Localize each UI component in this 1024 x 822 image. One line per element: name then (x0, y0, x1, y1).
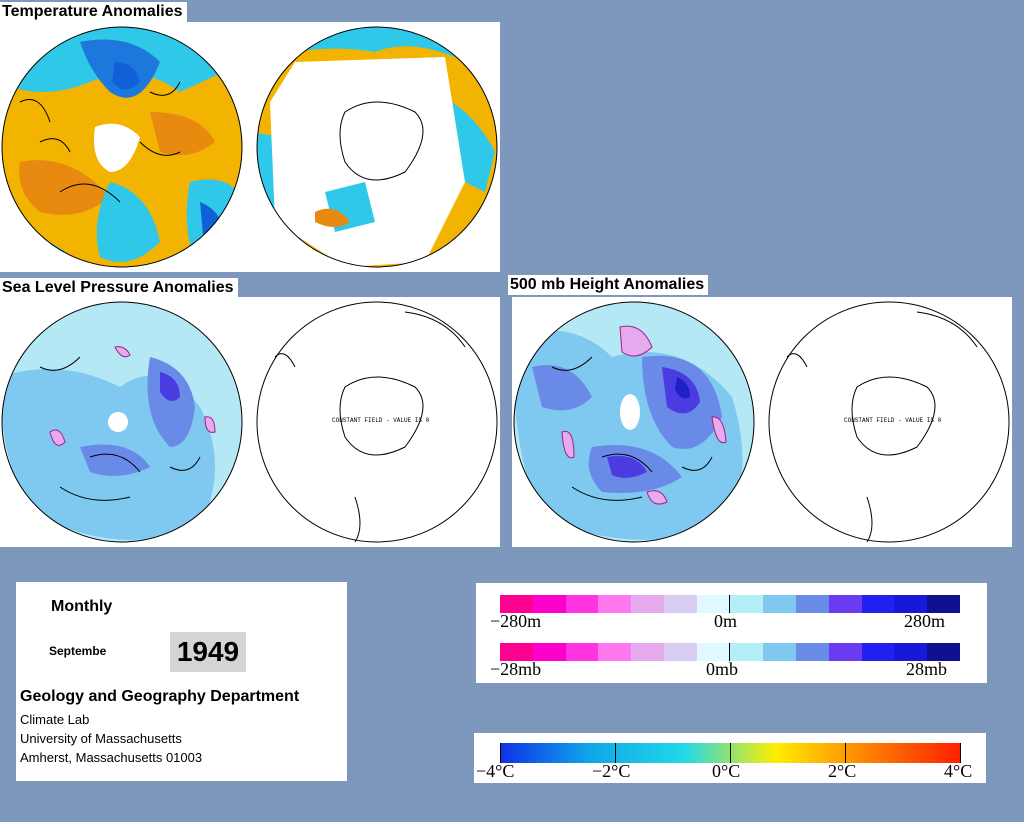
slp-south-annotation: CONSTANT FIELD - VALUE IS 0 (332, 417, 430, 424)
temperature-north-globe (1, 26, 243, 268)
temperature-legend-box: −4°C −2°C 0°C 2°C 4°C (474, 733, 986, 783)
slp-panel-title: Sea Level Pressure Anomalies (0, 278, 238, 298)
height-swatch-2 (565, 595, 599, 613)
temp-label-3: 2°C (828, 761, 857, 781)
height500-panel: CONSTANT FIELD - VALUE IS 0 (512, 297, 1012, 547)
pressure-swatch-1 (532, 643, 566, 661)
pressure-label-mid: 0mb (706, 659, 739, 679)
pressure-swatch-2 (565, 643, 599, 661)
height-swatch-4 (631, 595, 664, 613)
height-swatch-9 (796, 595, 829, 613)
height-swatch-10 (828, 595, 862, 613)
height500-south-globe (768, 301, 1010, 543)
height-swatch-13 (927, 595, 960, 613)
slp-north-globe (1, 301, 243, 543)
slp-south-globe (256, 301, 498, 543)
height-swatch-7 (729, 595, 764, 613)
height-swatch-1 (532, 595, 566, 613)
height-colorbar (500, 595, 960, 613)
height-label-max: 280m (904, 611, 946, 631)
temp-label-4: 4°C (944, 761, 973, 781)
temp-tick-0 (500, 743, 501, 763)
pressure-swatch-13 (927, 643, 960, 661)
department-label: Geology and Geography Department (20, 688, 300, 705)
height-swatch-6 (696, 595, 730, 613)
pressure-swatch-8 (763, 643, 797, 661)
height-label-min: −280m (490, 611, 542, 631)
address-label: Amherst, Massachusetts 01003 (20, 750, 203, 765)
temp-tick-4 (960, 743, 961, 763)
pressure-swatch-3 (598, 643, 632, 661)
info-box: Monthly Septembe 1949 Geology and Geogra… (16, 582, 347, 781)
lab-label: Climate Lab (20, 712, 90, 727)
pressure-swatch-4 (631, 643, 664, 661)
pressure-swatch-11 (861, 643, 895, 661)
pressure-swatch-9 (796, 643, 829, 661)
height500-panel-title: 500 mb Height Anomalies (508, 275, 709, 295)
height500-south-annotation: CONSTANT FIELD - VALUE IS 0 (844, 417, 942, 424)
temp-tick-1 (615, 743, 616, 763)
temp-label-1: −2°C (592, 761, 631, 781)
height-swatch-11 (861, 595, 895, 613)
temp-tick-3 (845, 743, 846, 763)
temperature-south-globe (256, 26, 498, 268)
university-label: University of Massachusetts (20, 731, 182, 746)
height-swatch-12 (894, 595, 928, 613)
pressure-colorbar (500, 643, 960, 661)
pressure-swatch-7 (729, 643, 764, 661)
month-label: Septembe (49, 644, 107, 658)
height-swatch-3 (598, 595, 632, 613)
pressure-swatch-6 (696, 643, 730, 661)
period-label: Monthly (51, 598, 113, 615)
height-swatch-0 (500, 595, 533, 613)
anomaly-legend-box: −280m 0m 280m −28mb 0mb 28mb (476, 583, 987, 683)
temperature-colorbar (500, 743, 961, 763)
temperature-panel (0, 22, 500, 272)
pressure-label-max: 28mb (906, 659, 948, 679)
height-swatch-5 (663, 595, 697, 613)
height-swatch-8 (763, 595, 797, 613)
height500-north-globe (513, 301, 755, 543)
pressure-label-min: −28mb (490, 659, 542, 679)
slp-panel: CONSTANT FIELD - VALUE IS 0 (0, 297, 500, 547)
height-label-mid: 0m (714, 611, 738, 631)
pressure-swatch-5 (663, 643, 697, 661)
temp-label-0: −4°C (476, 761, 515, 781)
temp-label-2: 0°C (712, 761, 741, 781)
year-label: 1949 (170, 632, 246, 672)
temperature-panel-title: Temperature Anomalies (0, 2, 187, 22)
pressure-swatch-10 (828, 643, 862, 661)
pressure-swatch-12 (894, 643, 928, 661)
pressure-swatch-0 (500, 643, 533, 661)
temp-tick-2 (730, 743, 731, 763)
